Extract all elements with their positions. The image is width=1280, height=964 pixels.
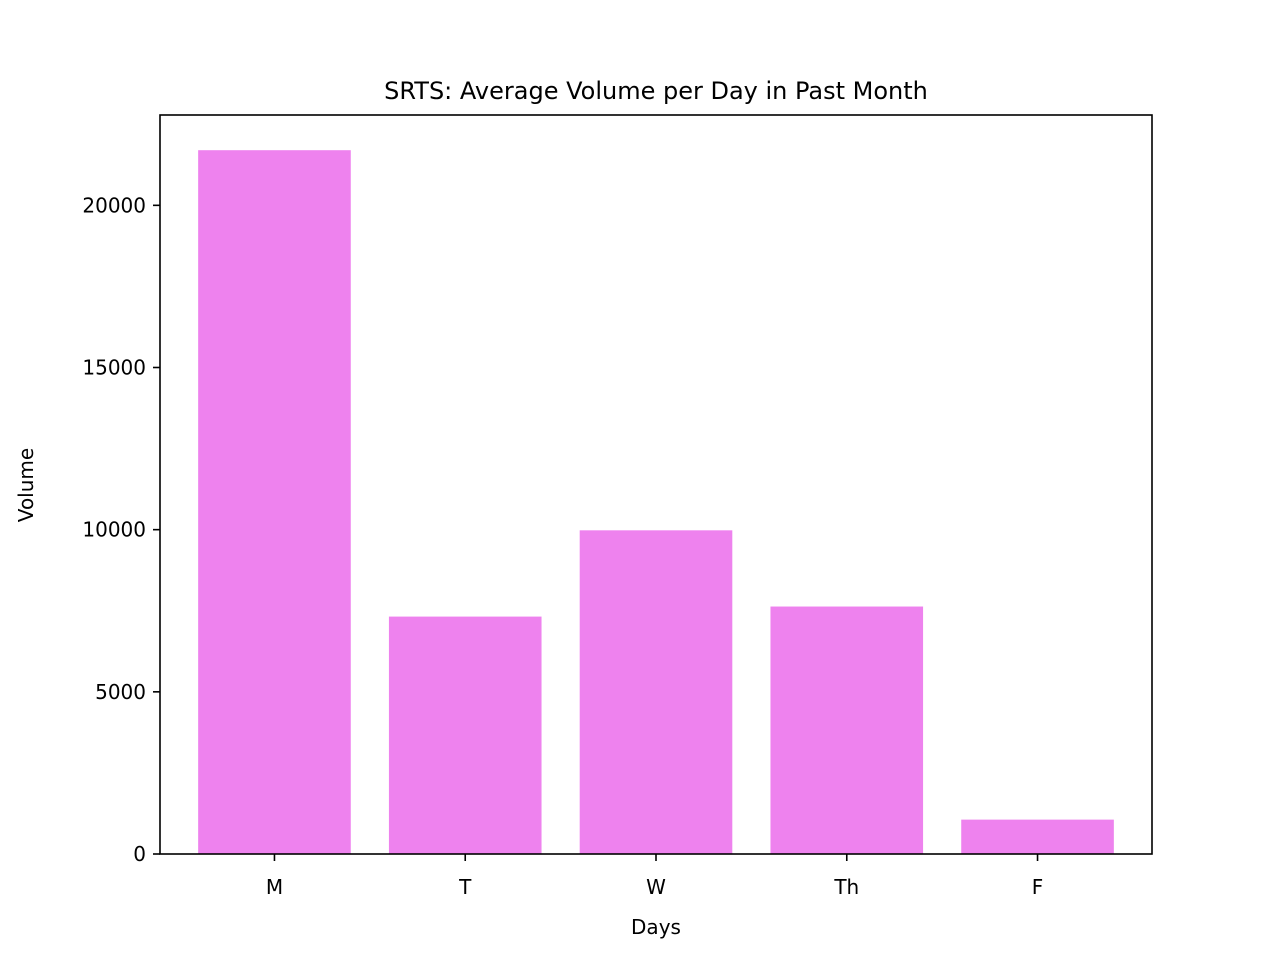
y-tick-label: 0 — [133, 842, 146, 866]
bars-group — [198, 150, 1114, 854]
x-axis-label: Days — [631, 915, 681, 939]
x-tick-label: T — [458, 875, 472, 899]
x-tick-label: F — [1032, 875, 1044, 899]
x-tick-label: M — [266, 875, 283, 899]
x-tick-label: Th — [833, 875, 859, 899]
y-axis-label: Volume — [14, 448, 38, 522]
bar-th — [770, 606, 924, 854]
y-axis-ticks: 0 5000 10000 15000 20000 — [82, 193, 160, 866]
y-tick-label: 5000 — [95, 680, 146, 704]
bar-w — [579, 530, 733, 854]
bar-t — [388, 616, 542, 854]
bar-m — [198, 150, 351, 854]
chart-title: SRTS: Average Volume per Day in Past Mon… — [384, 77, 928, 105]
x-tick-label: W — [646, 875, 666, 899]
y-tick-label: 15000 — [82, 355, 146, 379]
x-axis-ticks: M T W Th F — [266, 854, 1043, 899]
plot-area-frame — [159, 114, 1153, 855]
bar-f — [961, 819, 1114, 854]
y-tick-label: 10000 — [82, 518, 146, 542]
y-tick-label: 20000 — [82, 193, 146, 217]
